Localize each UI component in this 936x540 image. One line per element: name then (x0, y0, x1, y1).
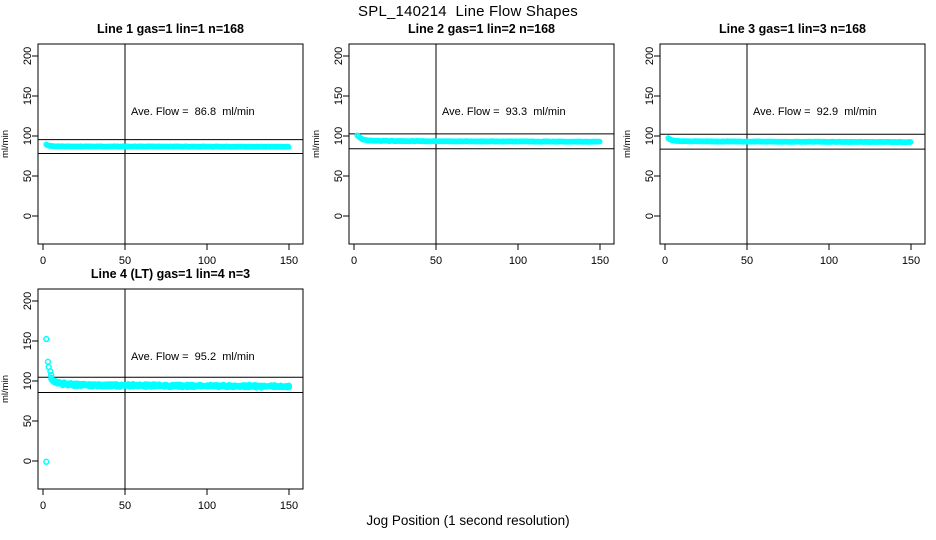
svg-text:150: 150 (22, 332, 34, 350)
svg-text:50: 50 (741, 255, 753, 267)
svg-text:100: 100 (198, 255, 216, 267)
panel-title: Line 3 gas=1 lin=3 n=168 (719, 22, 866, 36)
svg-text:0: 0 (22, 213, 34, 219)
svg-text:150: 150 (333, 87, 345, 105)
svg-text:50: 50 (22, 415, 34, 427)
plot-area-line-4: 0 50 100 150 0 50 100 150 200 (22, 288, 304, 512)
svg-text:50: 50 (119, 500, 131, 512)
figure-title: SPL_140214 Line Flow Shapes (358, 3, 578, 20)
svg-text:150: 150 (280, 255, 298, 267)
svg-text:150: 150 (22, 87, 34, 105)
svg-text:150: 150 (902, 255, 920, 267)
svg-text:0: 0 (40, 500, 46, 512)
svg-text:150: 150 (591, 255, 609, 267)
avg-flow-annotation: Ave. Flow = 93.3 ml/min (442, 106, 566, 118)
svg-text:150: 150 (280, 500, 298, 512)
svg-text:100: 100 (509, 255, 527, 267)
panel-line-4: Line 4 (LT) gas=1 lin=4 n=3 ml/min 0 50 10… (0, 265, 320, 537)
panel-line-1: Line 1 gas=1 lin=1 n=168 ml/min 0 50 100 15… (0, 20, 320, 292)
svg-text:100: 100 (644, 127, 656, 145)
svg-text:100: 100 (22, 127, 34, 145)
svg-text:200: 200 (22, 47, 34, 65)
svg-text:100: 100 (333, 127, 345, 145)
svg-text:200: 200 (22, 292, 34, 310)
svg-text:100: 100 (22, 372, 34, 390)
panel-line-2: Line 2 gas=1 lin=2 n=168 ml/min 0 50 100 15… (311, 20, 631, 292)
avg-flow-annotation: Ave. Flow = 86.8 ml/min (131, 106, 255, 118)
svg-text:150: 150 (644, 87, 656, 105)
svg-text:50: 50 (333, 170, 345, 182)
svg-text:0: 0 (351, 255, 357, 267)
plot-area-line-1: 0 50 100 150 0 50 100 150 200 (22, 43, 304, 267)
panel-title: Line 4 (LT) gas=1 lin=4 n=3 (90, 267, 251, 281)
svg-text:200: 200 (333, 47, 345, 65)
svg-text:100: 100 (820, 255, 838, 267)
svg-text:0: 0 (40, 255, 46, 267)
plot-area-line-2: 0 50 100 150 0 50 100 150 200 (333, 43, 615, 267)
svg-text:50: 50 (644, 170, 656, 182)
panel-title: Line 2 gas=1 lin=2 n=168 (408, 22, 555, 36)
svg-text:50: 50 (22, 170, 34, 182)
svg-text:0: 0 (333, 213, 345, 219)
svg-text:0: 0 (662, 255, 668, 267)
svg-text:200: 200 (644, 47, 656, 65)
avg-flow-annotation: Ave. Flow = 95.2 ml/min (131, 351, 255, 363)
panel-title: Line 1 gas=1 lin=1 n=168 (97, 22, 244, 36)
avg-flow-annotation: Ave. Flow = 92.9 ml/min (753, 106, 877, 118)
panel-line-3: Line 3 gas=1 lin=3 n=168 ml/min 0 50 100 15… (622, 20, 936, 292)
svg-text:0: 0 (644, 213, 656, 219)
figure-x-axis-label: Jog Position (1 second resolution) (366, 513, 570, 528)
svg-text:100: 100 (198, 500, 216, 512)
plot-area-line-3: 0 50 100 150 0 50 100 150 200 (644, 43, 926, 267)
svg-text:50: 50 (119, 255, 131, 267)
svg-text:50: 50 (430, 255, 442, 267)
svg-text:0: 0 (22, 458, 34, 464)
